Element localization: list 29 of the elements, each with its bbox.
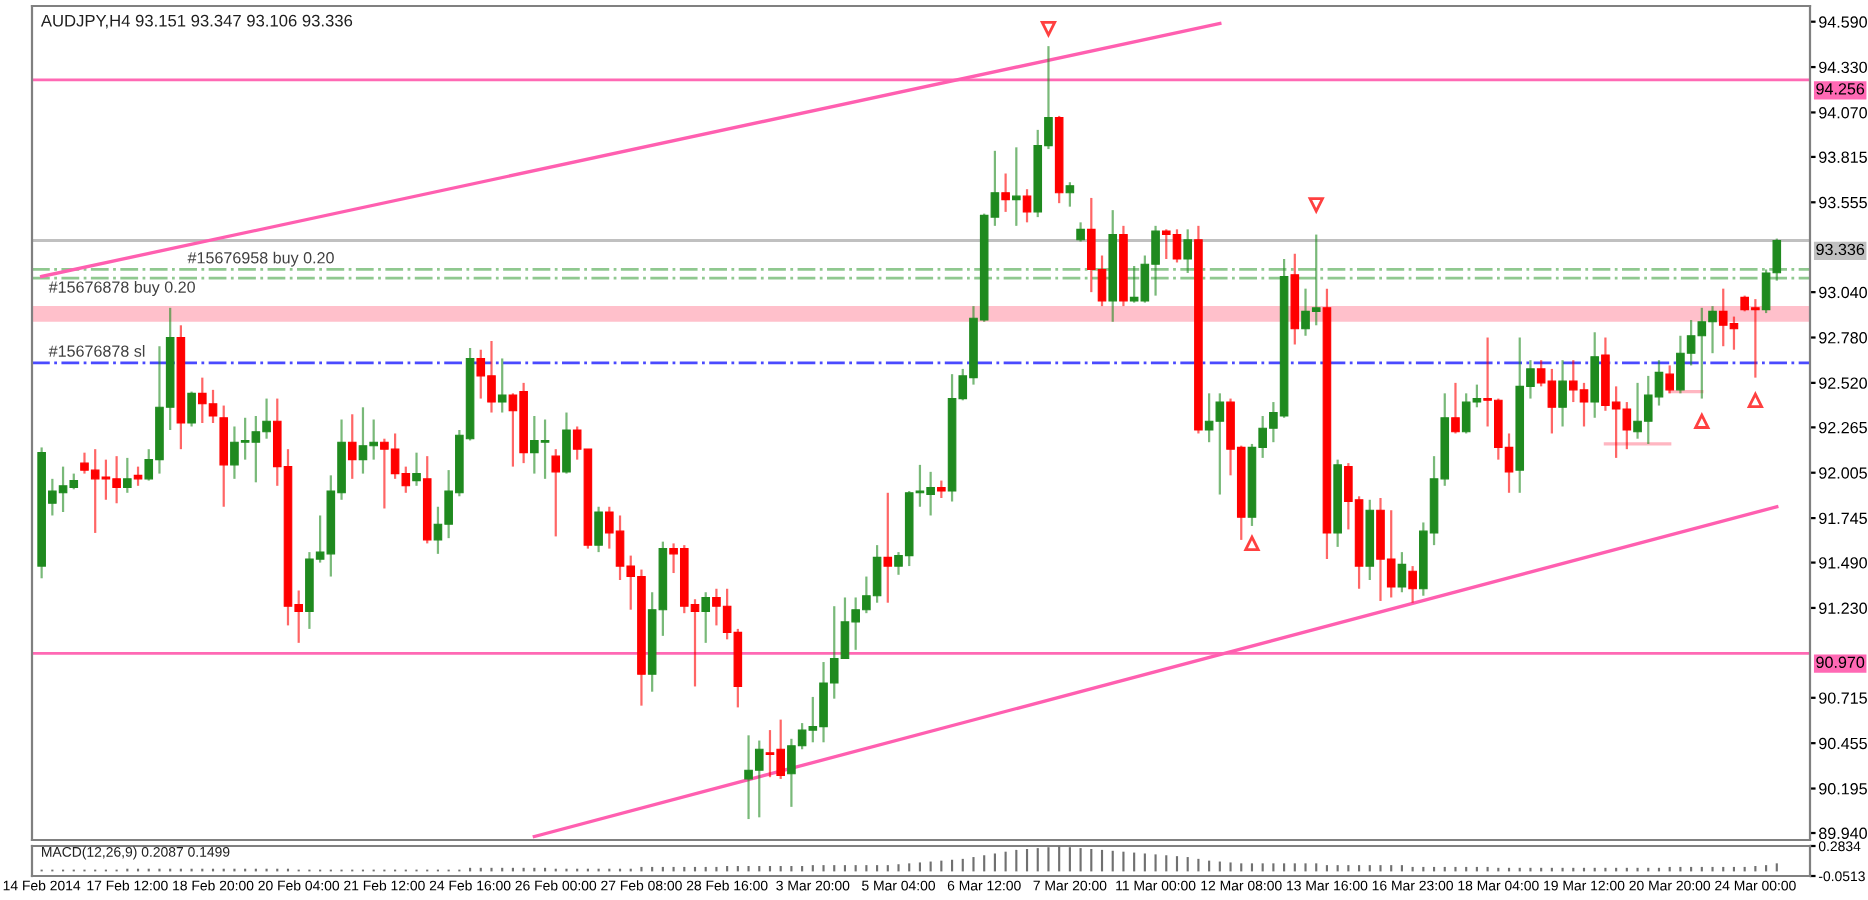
y-tick-label: 92.005 xyxy=(1819,467,1867,479)
y-tick-label: 94.590 xyxy=(1819,16,1867,28)
y-tick-label: 92.520 xyxy=(1819,377,1867,389)
point xyxy=(1040,21,1057,37)
y-tick-label: 92.265 xyxy=(1819,421,1867,434)
y-tick-label: 93.040 xyxy=(1819,286,1867,299)
y-tick-label: 93.555 xyxy=(1819,196,1867,209)
point xyxy=(1244,535,1260,552)
y-tick-label: 90.715 xyxy=(1819,692,1867,704)
y-tick-label: 94.070 xyxy=(1819,107,1867,119)
ref-line-label: #15676878 buy 0.20 xyxy=(48,280,195,296)
y-tick-label: 90.455 xyxy=(1819,737,1867,750)
ref-line-label: 90.970 xyxy=(1816,656,1865,668)
y-tick-label: 91.490 xyxy=(1819,557,1867,569)
point xyxy=(1694,413,1710,429)
y-tick-label: 90.195 xyxy=(1819,783,1867,795)
chart-title: AUDJPY,H4 93.151 93.347 93.106 93.336 xyxy=(40,14,353,29)
ref-line-label: 93.336 xyxy=(1816,243,1865,256)
y-tick-label: 93.815 xyxy=(1819,151,1867,163)
ref-line-label: #15676878 sl xyxy=(48,345,145,357)
point xyxy=(1747,392,1764,408)
y-tick-label: 92.780 xyxy=(1819,332,1867,344)
y-tick-label: 91.745 xyxy=(1819,512,1867,525)
y-tick-label: 91.230 xyxy=(1819,602,1867,614)
y-tick-label: 89.940 xyxy=(1819,827,1867,840)
point xyxy=(1308,197,1324,213)
y-tick-label: 94.330 xyxy=(1819,61,1867,74)
ref-line-label: 94.256 xyxy=(1816,83,1865,95)
ref-line-label: #15676958 buy 0.20 xyxy=(187,251,334,267)
